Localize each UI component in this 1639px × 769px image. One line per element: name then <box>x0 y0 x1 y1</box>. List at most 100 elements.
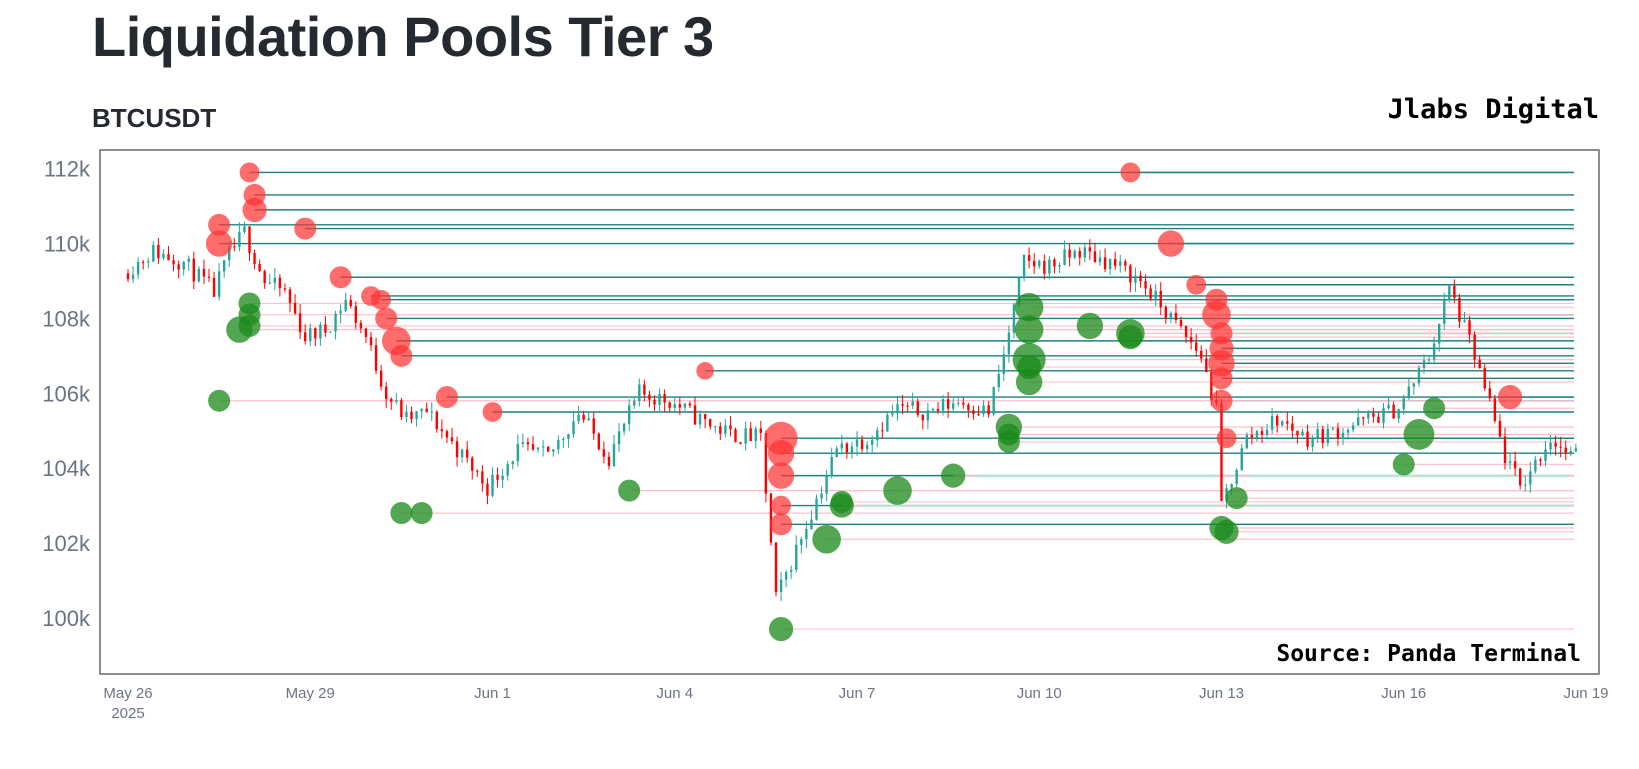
candle-body <box>1255 431 1259 438</box>
candle-body <box>167 253 170 261</box>
candle-body <box>627 405 631 424</box>
candle-body <box>1124 261 1127 266</box>
candle-body <box>1397 409 1400 419</box>
candle-body <box>795 544 798 570</box>
candle-body <box>1286 421 1289 424</box>
candle-body <box>379 370 383 387</box>
candle-body <box>1341 432 1345 439</box>
candle-body <box>1230 484 1233 489</box>
candle-body <box>465 449 469 458</box>
x-tick-label: Jun 13 <box>1199 685 1244 702</box>
candle-body <box>820 493 823 499</box>
candle-body <box>739 442 742 444</box>
candle-body <box>1098 257 1102 263</box>
candle-body <box>1058 265 1061 267</box>
candle-body <box>1336 428 1340 439</box>
candle-body <box>810 519 813 529</box>
candle-body <box>673 404 676 408</box>
candle-body <box>511 461 514 465</box>
candle-body <box>582 414 585 420</box>
candle-body <box>476 470 479 472</box>
candle-body <box>688 403 692 406</box>
long-pool-bubble <box>941 463 966 488</box>
long-pool-bubble <box>1392 453 1415 476</box>
candle-body <box>435 411 439 430</box>
long-pool-bubble <box>1423 397 1446 420</box>
long-pool-bubble <box>390 502 413 525</box>
brand-label: Jlabs Digital <box>1387 94 1599 125</box>
candle-body <box>233 246 236 248</box>
candle-body <box>1043 260 1046 274</box>
candle-body <box>1139 275 1142 282</box>
candle-body <box>243 226 246 232</box>
candle-body <box>1073 250 1076 258</box>
candle-body <box>1103 257 1107 270</box>
x-tick-label: Jun 1 <box>474 685 511 702</box>
candle-body <box>395 400 398 402</box>
candle-body <box>1377 416 1380 423</box>
x-axis: May 26 May 29 Jun 1 Jun 4 Jun 7 Jun 10 Jun 13 J… <box>103 685 1608 722</box>
candle-body <box>1564 447 1567 454</box>
candle-body <box>1129 265 1132 283</box>
candle-body <box>957 402 960 404</box>
candle-body <box>855 439 859 447</box>
candle-body <box>683 403 687 408</box>
candle-body <box>987 405 990 415</box>
candle-body <box>430 411 433 413</box>
short-pool-bubble <box>770 513 793 536</box>
candle-body <box>369 336 373 346</box>
long-pool-bubble <box>1014 292 1044 322</box>
candle-body <box>152 244 155 262</box>
short-pool-bubble <box>208 213 231 236</box>
candle-body <box>334 313 337 332</box>
long-pool-bubble <box>1403 419 1435 450</box>
candle-body <box>1402 398 1405 410</box>
candle-body <box>228 246 231 261</box>
short-pool-bubble <box>1216 428 1237 449</box>
short-pool-bubble <box>1120 162 1141 183</box>
candle-body <box>1559 446 1562 448</box>
short-pool-bubble <box>1210 367 1233 390</box>
candle-body <box>460 449 464 458</box>
candle-body <box>273 277 277 283</box>
candle-body <box>1210 372 1213 400</box>
candle-body <box>916 401 919 415</box>
candle-body <box>1407 386 1411 399</box>
candle-body <box>162 253 165 259</box>
candle-body <box>886 414 889 432</box>
candle-body <box>1159 290 1162 308</box>
candle-body <box>278 277 282 289</box>
candle-body <box>1362 417 1365 419</box>
candle-body <box>516 443 520 462</box>
long-pool-bubble <box>883 476 912 505</box>
pool-level-lines <box>219 171 1574 630</box>
long-pool-bubble <box>208 389 231 412</box>
candle-body <box>141 261 145 263</box>
candle-body <box>531 444 535 450</box>
candle-body <box>967 404 970 411</box>
candle-body <box>1144 281 1147 289</box>
candle-body <box>177 264 180 270</box>
candle-body <box>197 268 201 282</box>
long-pool-bubble <box>768 616 794 642</box>
candle-body <box>1412 383 1416 387</box>
candle-body <box>1432 343 1436 360</box>
candle-body <box>891 413 894 415</box>
candle-body <box>359 322 363 329</box>
candle-body <box>172 260 175 265</box>
y-tick-label: 102k <box>42 531 91 556</box>
candle-body <box>339 310 342 314</box>
candle-body <box>1002 354 1006 375</box>
candle-body <box>678 404 682 408</box>
short-pool-bubble <box>390 344 413 367</box>
candle-body <box>1326 428 1330 443</box>
short-pool-bubble <box>242 197 267 222</box>
candle-body <box>253 252 256 264</box>
candle-body <box>1508 461 1512 464</box>
candle-body <box>1108 258 1112 270</box>
candle-body <box>744 428 747 444</box>
candle-body <box>901 404 904 406</box>
short-pool-bubble <box>1210 389 1233 412</box>
candle-body <box>1179 319 1183 327</box>
candle-body <box>354 306 358 323</box>
